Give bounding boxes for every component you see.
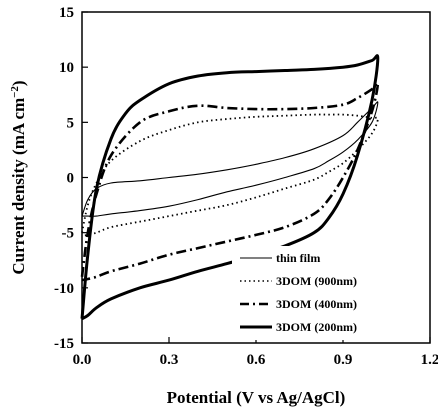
x-tick-label: 0.6 bbox=[247, 352, 266, 368]
legend-label-200nm: 3DOM (200nm) bbox=[276, 320, 357, 334]
x-tick-label: 0.9 bbox=[334, 352, 353, 368]
x-tick-label: 1.2 bbox=[421, 352, 438, 368]
legend: thin film 3DOM (900nm) 3DOM (400nm) 3DOM… bbox=[232, 246, 412, 340]
y-tick-label: -10 bbox=[54, 281, 74, 297]
legend-label-400nm: 3DOM (400nm) bbox=[276, 297, 357, 311]
x-tick-label: 0.3 bbox=[160, 352, 179, 368]
y-tick-label: -15 bbox=[54, 336, 74, 352]
legend-label-thin-film: thin film bbox=[276, 251, 320, 265]
legend-box bbox=[232, 246, 412, 340]
y-axis-title-close: ) bbox=[9, 80, 28, 86]
x-axis-title: Potential (V vs Ag/AgCl) bbox=[167, 388, 346, 407]
y-axis-title-main: Current density (mA cm bbox=[9, 98, 28, 275]
y-axis-title-sup: −2 bbox=[9, 86, 21, 98]
y-tick-label: 15 bbox=[59, 5, 74, 21]
y-tick-label: -5 bbox=[62, 226, 75, 242]
y-tick-label: 10 bbox=[59, 60, 74, 76]
series-line-1 bbox=[81, 113, 379, 237]
series-layer bbox=[80, 54, 380, 321]
legend-label-900nm: 3DOM (900nm) bbox=[276, 274, 357, 288]
labels-layer: 0.0 0.3 0.6 0.9 1.2 15 10 5 0 -5 -10 -15 bbox=[54, 5, 438, 368]
series-line-0 bbox=[81, 101, 379, 217]
y-axis-title: Current density (mA cm−2) bbox=[9, 80, 28, 274]
y-tick-label: 0 bbox=[67, 171, 75, 187]
series-line-3 bbox=[80, 54, 380, 321]
plot-frame bbox=[81, 11, 431, 344]
y-tick-label: 5 bbox=[67, 115, 75, 131]
series-line-2 bbox=[80, 81, 380, 282]
x-tick-label: 0.0 bbox=[73, 352, 92, 368]
